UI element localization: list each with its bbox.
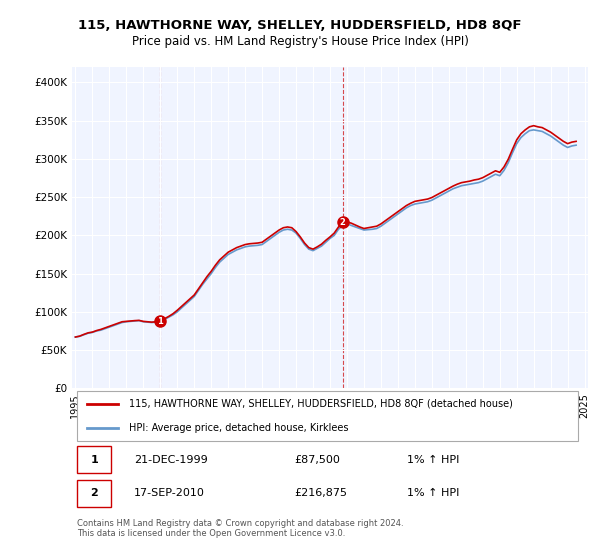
Text: £87,500: £87,500 [294,455,340,465]
Text: 2: 2 [91,488,98,498]
Text: 21-DEC-1999: 21-DEC-1999 [134,455,208,465]
Text: 1: 1 [91,455,98,465]
Text: 1: 1 [157,317,163,326]
Text: 115, HAWTHORNE WAY, SHELLEY, HUDDERSFIELD, HD8 8QF (detached house): 115, HAWTHORNE WAY, SHELLEY, HUDDERSFIEL… [129,399,512,409]
FancyBboxPatch shape [77,446,110,473]
Text: 115, HAWTHORNE WAY, SHELLEY, HUDDERSFIELD, HD8 8QF: 115, HAWTHORNE WAY, SHELLEY, HUDDERSFIEL… [78,18,522,32]
Text: £216,875: £216,875 [294,488,347,498]
Text: Contains HM Land Registry data © Crown copyright and database right 2024.
This d: Contains HM Land Registry data © Crown c… [77,519,404,538]
Text: HPI: Average price, detached house, Kirklees: HPI: Average price, detached house, Kirk… [129,423,348,433]
FancyBboxPatch shape [77,391,578,441]
Text: 1% ↑ HPI: 1% ↑ HPI [407,455,460,465]
Text: Price paid vs. HM Land Registry's House Price Index (HPI): Price paid vs. HM Land Registry's House … [131,35,469,49]
Text: 17-SEP-2010: 17-SEP-2010 [134,488,205,498]
Text: 2: 2 [340,218,346,227]
FancyBboxPatch shape [77,480,110,507]
Text: 1% ↑ HPI: 1% ↑ HPI [407,488,460,498]
